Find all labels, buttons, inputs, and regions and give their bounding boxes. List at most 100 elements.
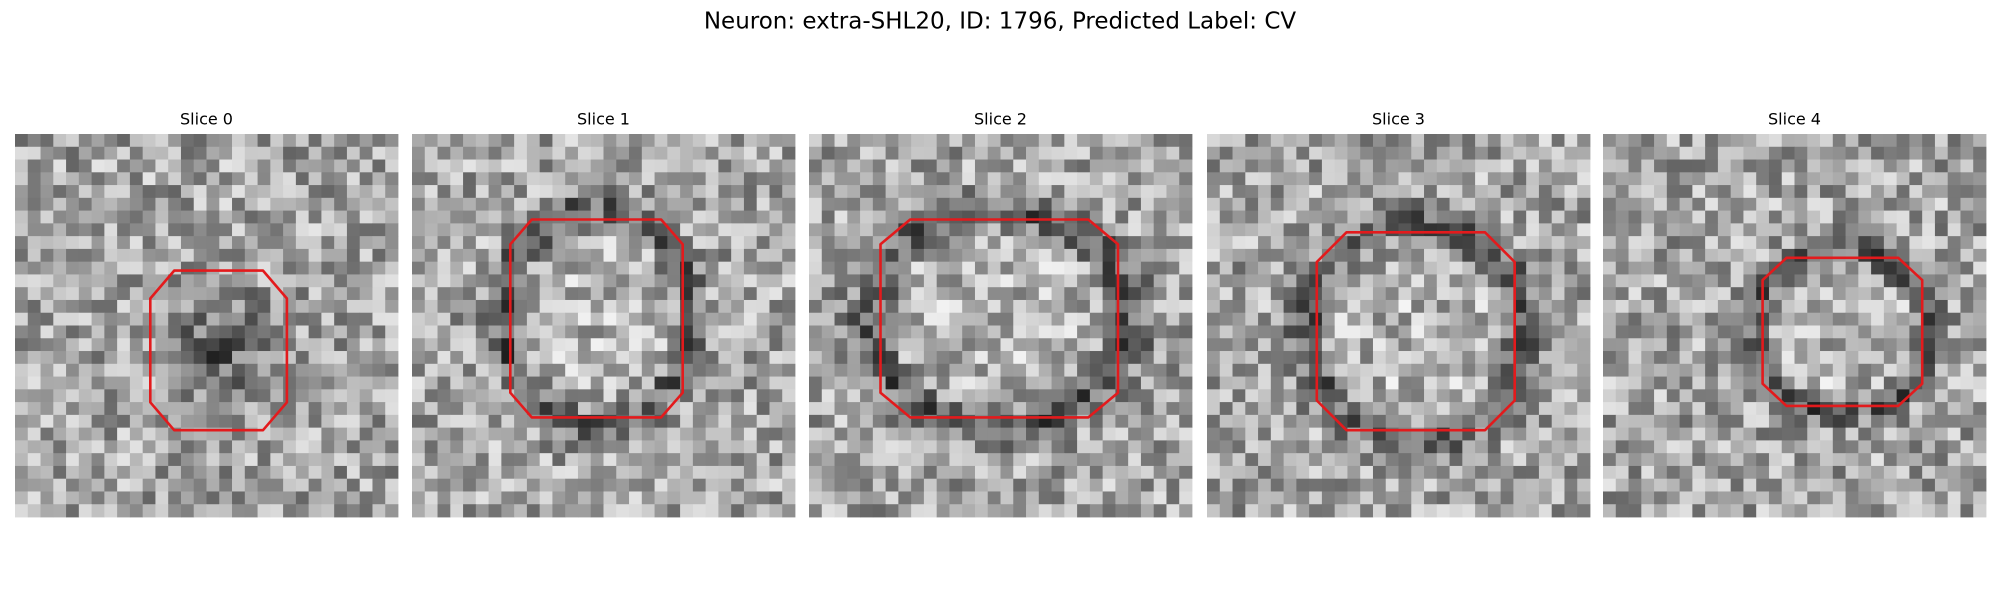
pixel <box>91 172 105 186</box>
pixel <box>577 351 592 365</box>
pixel <box>872 389 886 403</box>
pixel <box>1128 261 1142 275</box>
pixel <box>1526 287 1540 301</box>
pixel <box>1679 210 1693 224</box>
pixel <box>718 427 732 441</box>
pixel <box>1372 453 1387 467</box>
pixel <box>1270 261 1284 275</box>
pixel <box>1385 172 1399 186</box>
pixel <box>885 338 899 352</box>
pixel <box>1666 389 1680 403</box>
pixel <box>1436 491 1450 505</box>
pixel <box>1934 414 1949 429</box>
pixel <box>641 325 655 339</box>
pixel <box>1845 236 1859 250</box>
pixel <box>1102 312 1116 326</box>
pixel <box>257 465 271 480</box>
pixel <box>1538 223 1553 237</box>
pixel <box>412 376 426 390</box>
pixel <box>782 312 796 326</box>
pixel <box>974 440 989 454</box>
pixel <box>463 465 477 480</box>
pixel <box>552 185 566 199</box>
pixel <box>1807 504 1821 518</box>
pixel <box>821 197 835 211</box>
pixel <box>437 491 451 505</box>
pixel <box>270 223 284 237</box>
pixel <box>129 299 144 314</box>
pixel <box>1845 159 1859 173</box>
pixel <box>155 261 169 275</box>
pixel <box>66 325 80 339</box>
pixel <box>1692 172 1706 186</box>
pixel <box>834 351 848 365</box>
pixel <box>1513 312 1527 326</box>
pixel <box>1424 172 1438 186</box>
pixel <box>1947 325 1961 339</box>
pixel <box>53 146 67 160</box>
pixel <box>1768 236 1783 250</box>
pixel <box>1768 338 1783 352</box>
pixel <box>1245 223 1259 237</box>
pixel <box>898 299 912 314</box>
pixel <box>463 389 477 403</box>
pixel <box>1051 351 1065 365</box>
pixel <box>1794 299 1808 314</box>
pixel <box>1360 274 1374 288</box>
pixel <box>641 440 655 454</box>
pixel <box>1026 504 1040 518</box>
pixel <box>911 299 925 314</box>
pixel <box>308 427 322 441</box>
pixel <box>590 504 604 518</box>
pixel <box>1296 248 1310 263</box>
pixel <box>1513 504 1527 518</box>
pixel <box>756 185 770 199</box>
pixel <box>1858 299 1872 314</box>
pixel <box>1398 197 1412 211</box>
pixel <box>1538 363 1553 377</box>
pixel <box>1730 134 1744 148</box>
pixel <box>1538 453 1553 467</box>
pixel <box>1807 185 1821 199</box>
pixel <box>1038 402 1052 416</box>
pixel <box>526 287 541 301</box>
pixel <box>1270 299 1284 314</box>
pixel <box>911 389 925 403</box>
pixel <box>1140 197 1155 211</box>
pixel <box>1922 338 1936 352</box>
pixel <box>629 465 643 480</box>
pixel <box>1794 440 1808 454</box>
pixel <box>1654 312 1668 326</box>
pixel <box>270 261 284 275</box>
pixel <box>270 134 284 148</box>
pixel <box>450 325 464 339</box>
pixel <box>1102 440 1116 454</box>
pixel <box>117 210 131 224</box>
pixel <box>1794 402 1808 416</box>
pixel <box>1475 248 1489 263</box>
pixel <box>911 376 925 390</box>
pixel <box>257 351 271 365</box>
pixel <box>860 376 874 390</box>
pixel <box>603 274 617 288</box>
pixel <box>232 465 246 480</box>
pixel <box>654 197 668 211</box>
pixel <box>1615 210 1629 224</box>
pixel <box>424 440 438 454</box>
pixel <box>987 338 1001 352</box>
pixel <box>372 325 386 339</box>
pixel <box>1026 223 1040 237</box>
pixel <box>1398 287 1412 301</box>
pixel <box>1756 134 1770 148</box>
pixel <box>1832 223 1846 237</box>
pixel <box>1115 210 1129 224</box>
pixel <box>450 414 464 429</box>
pixel <box>539 325 553 339</box>
pixel <box>450 504 464 518</box>
pixel <box>962 299 976 314</box>
pixel <box>219 146 233 160</box>
pixel <box>1717 440 1732 454</box>
pixel <box>1794 210 1808 224</box>
pixel <box>1756 402 1770 416</box>
pixel <box>40 185 54 199</box>
